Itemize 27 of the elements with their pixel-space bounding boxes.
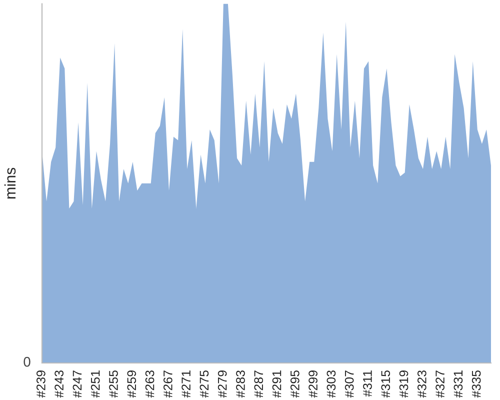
x-tick-label: #323 bbox=[417, 370, 426, 398]
x-tick-label: #263 bbox=[145, 370, 154, 398]
x-tick-label: #295 bbox=[290, 370, 300, 398]
x-tick-label: #299 bbox=[308, 370, 318, 398]
x-tick-label: #283 bbox=[236, 370, 245, 398]
x-tick-label: #279 bbox=[218, 370, 227, 398]
x-tick-label: #311 bbox=[363, 370, 372, 397]
x-tick-label: #319 bbox=[399, 370, 408, 398]
x-tick-label: #267 bbox=[163, 370, 172, 398]
x-tick-label: #255 bbox=[109, 370, 118, 398]
x-tick-label: #271 bbox=[182, 370, 190, 398]
x-tick-label: #303 bbox=[326, 370, 336, 398]
x-tick-label: #275 bbox=[200, 370, 209, 398]
x-tick-label: #291 bbox=[272, 370, 282, 398]
x-tick-label: #327 bbox=[436, 370, 444, 398]
y-axis-title: mins bbox=[4, 168, 16, 199]
text: 0 bbox=[24, 356, 30, 367]
x-tick-label: #287 bbox=[254, 370, 264, 398]
x-tick-label: #331 bbox=[454, 370, 463, 398]
x-tick-label: #307 bbox=[344, 370, 354, 398]
x-tick-label: #315 bbox=[381, 370, 390, 398]
x-tick-label: #335 bbox=[472, 370, 481, 398]
x-tick-label: #247 bbox=[72, 370, 82, 398]
x-tick-label: #239 bbox=[36, 370, 46, 398]
x-tick-label: #259 bbox=[127, 370, 136, 398]
x-tick-label: #251 bbox=[90, 370, 100, 398]
x-tick-label: #243 bbox=[54, 370, 64, 398]
